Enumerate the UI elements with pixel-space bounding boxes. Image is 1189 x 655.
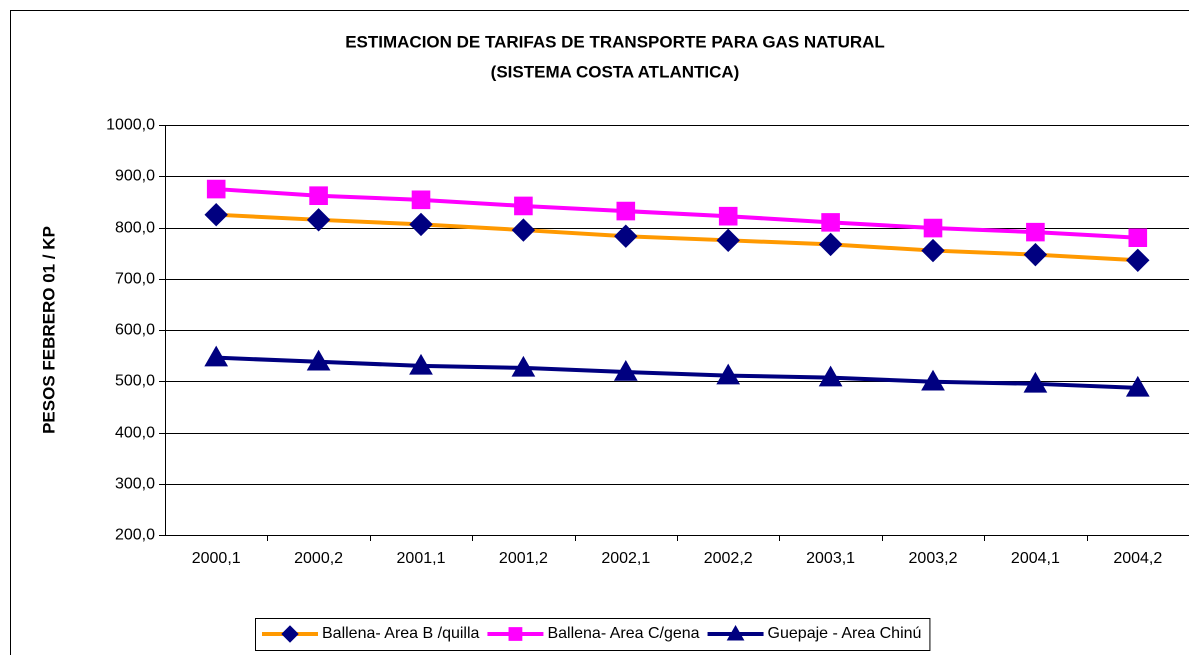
y-tick-label: 800,0 (115, 220, 155, 237)
marker (921, 369, 945, 391)
y-tick-label: 700,0 (115, 271, 155, 288)
marker (409, 212, 433, 237)
marker (821, 213, 840, 232)
x-tick-label: 2003,1 (806, 550, 855, 567)
legend: Ballena- Area B /quilla Ballena- Area C/g… (255, 618, 931, 651)
marker (1126, 248, 1150, 273)
chart-title: ESTIMACION DE TARIFAS DE TRANSPORTE PARA… (345, 32, 885, 51)
marker (818, 232, 843, 257)
marker (921, 238, 945, 263)
x-tick-label: 2000,1 (192, 550, 241, 567)
marker (511, 218, 536, 242)
marker (306, 349, 331, 371)
marker (616, 201, 636, 221)
marker (281, 625, 299, 643)
marker (204, 202, 228, 227)
y-tick-label: 200,0 (115, 527, 155, 544)
series-line (216, 355, 1138, 390)
y-tick-label: 500,0 (115, 373, 155, 390)
series-line (216, 212, 1138, 263)
marker (1023, 371, 1048, 393)
marker (1023, 242, 1048, 267)
x-tick-label: 2001,1 (397, 550, 446, 567)
marker (306, 208, 331, 232)
marker (818, 365, 843, 387)
marker (613, 360, 638, 381)
marker (1026, 222, 1045, 242)
x-tick-label: 2003,2 (909, 550, 958, 567)
y-tick-label: 1000,0 (106, 117, 155, 134)
marker (206, 179, 226, 199)
marker (923, 218, 943, 238)
x-tick-label: 2004,1 (1011, 550, 1060, 567)
y-tick-label: 300,0 (115, 476, 155, 493)
marker (411, 190, 431, 210)
legend-label: Ballena- Area C/gena (547, 625, 699, 642)
x-tick-label: 2002,2 (704, 550, 753, 567)
marker (716, 228, 740, 253)
marker (718, 206, 738, 226)
legend-box (255, 618, 931, 651)
legend-label: Guepaje - Area Chinú (768, 625, 922, 642)
marker (1128, 228, 1148, 248)
marker (511, 355, 536, 377)
marker (514, 196, 533, 216)
chart-subtitle: (SISTEMA COSTA ATLANTICA) (491, 62, 740, 81)
legend-label: Ballena- Area B /quilla (322, 625, 480, 642)
marker (309, 186, 328, 206)
marker (726, 624, 745, 641)
y-tick-label: 400,0 (115, 425, 155, 442)
marker (204, 345, 229, 367)
y-axis-label: PESOS FEBRERO 01 / KP (39, 226, 58, 434)
y-tick-label: 900,0 (115, 168, 155, 185)
marker (614, 224, 638, 248)
x-tick-label: 2002,1 (601, 550, 650, 567)
series-line (216, 187, 1138, 240)
x-tick-label: 2000,2 (294, 550, 343, 567)
marker (716, 363, 741, 385)
x-tick-label: 2004,2 (1113, 550, 1162, 567)
marker (1125, 375, 1150, 397)
marker (508, 627, 523, 641)
marker (409, 353, 433, 375)
y-tick-label: 600,0 (115, 322, 155, 339)
x-tick-label: 2001,2 (499, 550, 548, 567)
